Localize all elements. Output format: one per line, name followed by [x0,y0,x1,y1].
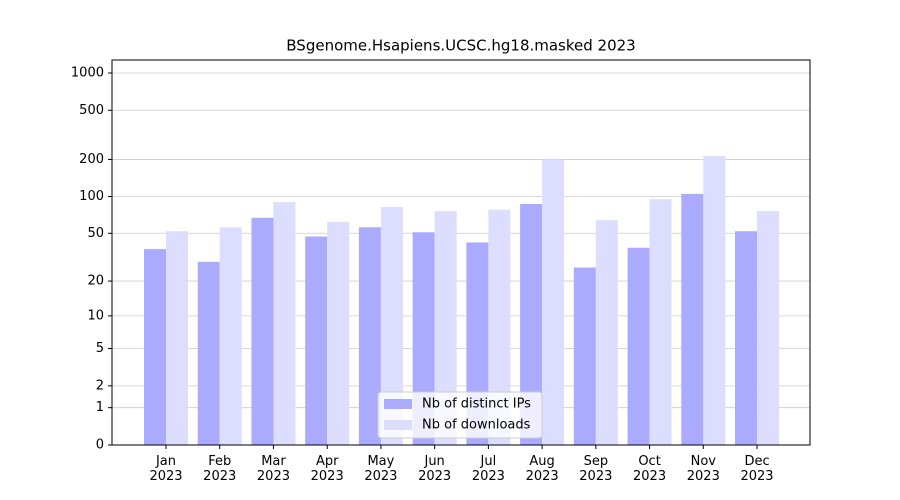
bar [573,267,596,445]
y-tick-label: 5 [96,341,104,356]
bar [595,220,618,445]
bar [166,231,188,445]
legend: Nb of distinct IPs Nb of downloads [377,391,543,439]
x-tick-label: Mar 2023 [256,454,290,484]
x-tick-label: Oct 2023 [633,454,667,484]
x-tick-label: Feb 2023 [203,454,237,484]
x-tick-label: Jul 2023 [471,454,505,484]
chart-title: BSgenome.Hsapiens.UCSC.hg18.masked 2023 [286,37,635,55]
x-tick-label: Dec 2023 [740,454,774,484]
bar [327,221,350,445]
axes-frame [111,59,811,446]
bar [649,199,672,445]
y-tick-label: 50 [87,226,104,241]
y-tick-label: 1000 [71,65,104,80]
bar [542,159,565,445]
bar [219,227,242,445]
y-tick-label: 100 [79,189,104,204]
bar [703,156,726,446]
y-tick-label: 2 [96,378,104,393]
bar [305,236,328,445]
bar [197,261,220,445]
y-tick-label: 0 [96,438,104,453]
x-tick-label: Jun 2023 [418,454,452,484]
y-tick-label: 500 [79,103,104,118]
bar [627,247,650,445]
legend-label: Nb of distinct IPs [422,397,531,412]
bar [681,193,704,445]
bar [144,249,166,445]
y-tick-label: 10 [87,308,104,323]
bar [273,202,296,445]
x-tick-label: Sep 2023 [579,454,613,484]
x-tick-label: Aug 2023 [525,454,559,484]
legend-box [377,391,543,439]
legend-swatch [384,399,412,409]
bar [380,207,403,445]
legend-label: Nb of downloads [422,418,531,433]
bar [358,227,381,445]
bar [520,203,543,445]
bar [251,217,274,445]
x-tick-label: Apr 2023 [310,454,344,484]
legend-swatch [384,420,412,430]
y-tick-label: 200 [79,152,104,167]
x-tick-label: Jan 2023 [149,454,183,484]
bar [757,211,780,445]
bar [735,231,758,445]
x-tick-label: May 2023 [364,454,398,484]
x-tick-label: Nov 2023 [686,454,720,484]
y-tick-label: 20 [87,274,104,289]
bar [434,211,457,445]
bar [488,209,511,445]
y-tick-label: 1 [96,400,104,415]
